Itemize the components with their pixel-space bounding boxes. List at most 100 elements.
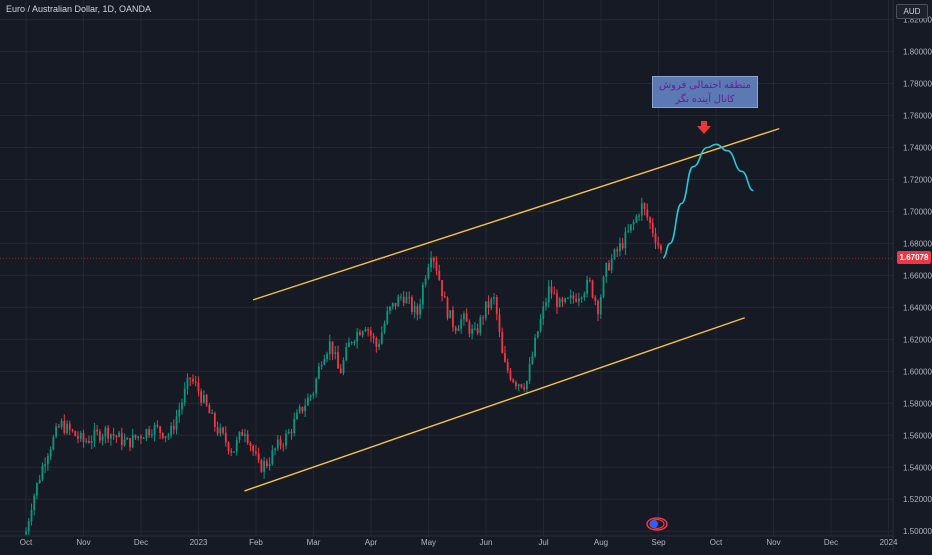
candle-body — [203, 394, 205, 403]
candle-body — [610, 258, 613, 271]
candle-body — [443, 296, 446, 298]
x-tick-label: Oct — [20, 538, 33, 547]
candle-body — [241, 431, 244, 437]
candle-body — [279, 439, 282, 446]
candle-body — [545, 302, 547, 307]
candle-body — [186, 377, 189, 389]
candle-body — [528, 363, 531, 382]
x-tick-label: Apr — [365, 538, 378, 547]
candle-body — [118, 432, 120, 438]
candle-body — [126, 438, 129, 440]
candle-body — [235, 439, 238, 452]
candle-body — [134, 434, 137, 438]
candle-body — [515, 382, 517, 387]
candle-body — [449, 310, 452, 319]
candle-body — [194, 381, 197, 383]
candle-body — [74, 431, 77, 437]
candle-body — [290, 431, 293, 434]
candle-body — [501, 331, 504, 354]
candle-body — [460, 319, 463, 329]
candle-body — [79, 433, 82, 439]
candle-body — [441, 280, 443, 297]
y-tick-label: 1.74000 — [903, 143, 932, 152]
candle-body — [46, 456, 49, 465]
candle-body — [320, 364, 323, 367]
candle-body — [613, 249, 616, 259]
candle-body — [419, 304, 422, 315]
candle-body — [88, 441, 90, 443]
candle-body — [107, 427, 110, 439]
candle-body — [57, 426, 60, 428]
candle-body — [561, 298, 564, 303]
candle-body — [380, 332, 383, 344]
candle-body — [525, 381, 528, 390]
symbol-title[interactable]: Euro / Australian Dollar, 1D, OANDA — [6, 4, 152, 14]
channel-lower-line — [244, 317, 745, 492]
candle-body — [222, 427, 224, 433]
candle-body — [629, 224, 632, 231]
candle-body — [638, 215, 640, 217]
candle-body — [558, 298, 561, 307]
candle-body — [411, 297, 413, 312]
replay-icon[interactable] — [646, 517, 668, 531]
candle-body — [115, 435, 118, 438]
candle-body — [216, 426, 219, 434]
candle-body — [438, 270, 441, 281]
annotation-note[interactable]: منطقه احتمالی فروش کانال آینده نگر — [652, 76, 758, 108]
x-tick-label: Aug — [594, 538, 608, 547]
candle-body — [468, 321, 471, 334]
candle-body — [285, 433, 287, 446]
candle-body — [498, 314, 501, 332]
candle-body — [282, 445, 285, 447]
candle-body — [293, 419, 296, 434]
x-tick-label: Jul — [538, 538, 548, 547]
candle-body — [55, 426, 58, 437]
candle-body — [244, 433, 246, 437]
candle-body — [577, 298, 580, 302]
candle-body — [112, 434, 115, 436]
candle-body — [227, 442, 230, 452]
candle-body — [619, 243, 621, 252]
candle-body — [197, 382, 200, 392]
candle-body — [326, 353, 328, 360]
candle-body — [454, 327, 457, 331]
candle-body — [123, 439, 126, 446]
candle-body — [602, 277, 605, 298]
candle-body — [493, 297, 495, 299]
candle-body — [457, 328, 460, 331]
candle-body — [608, 262, 610, 271]
candle-body — [82, 433, 85, 442]
candle-body — [208, 405, 211, 414]
candle-body — [161, 432, 164, 439]
candle-body — [536, 331, 539, 338]
candle-body — [591, 280, 594, 298]
currency-badge[interactable]: AUD — [896, 4, 928, 19]
candle-body — [298, 406, 301, 413]
candle-body — [27, 521, 30, 532]
down-arrow-icon — [697, 121, 711, 134]
candle-body — [575, 298, 578, 302]
candle-body — [30, 509, 33, 522]
candle-body — [353, 341, 356, 343]
candle-body — [307, 397, 309, 406]
candle-body — [238, 431, 241, 440]
y-tick-label: 1.62000 — [903, 335, 932, 344]
candle-body — [52, 436, 55, 450]
candle-body — [77, 436, 79, 439]
candle-body — [367, 329, 370, 331]
candle-body — [142, 437, 145, 439]
candle-body — [599, 297, 602, 315]
candle-body — [265, 461, 268, 467]
candle-body — [85, 441, 88, 443]
candle-body — [120, 432, 123, 446]
candle-body — [520, 384, 523, 388]
candle-body — [463, 313, 465, 320]
candle-body — [312, 393, 315, 396]
candle-body — [386, 311, 389, 324]
candle-body — [556, 293, 558, 307]
candle-body — [151, 434, 153, 436]
candle-body — [260, 460, 263, 472]
candle-body — [569, 295, 572, 299]
